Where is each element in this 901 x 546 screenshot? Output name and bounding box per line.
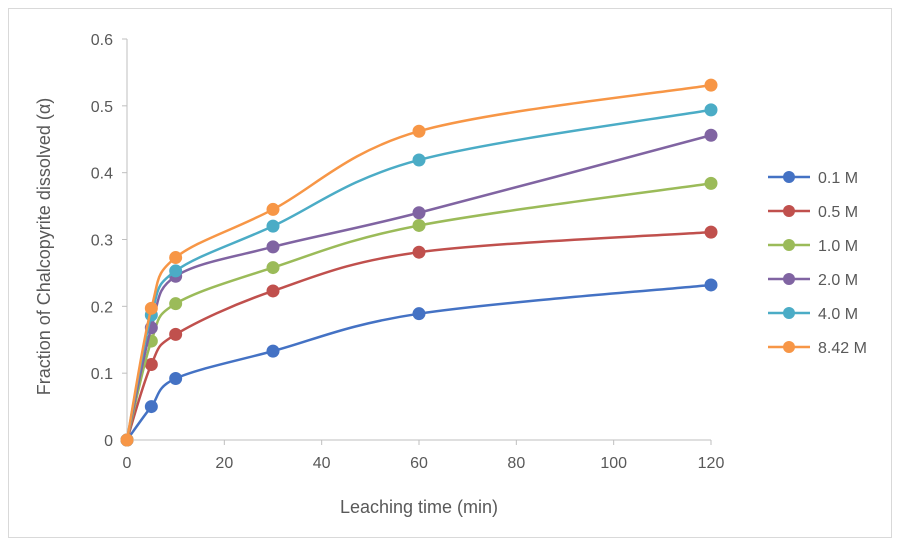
y-tick-label: 0.5 <box>91 99 113 116</box>
legend-marker <box>783 171 795 183</box>
series-8-42-m <box>120 78 718 447</box>
data-point <box>169 372 183 386</box>
legend-label: 4.0 M <box>818 306 858 323</box>
data-point <box>169 251 183 265</box>
x-tick-label: 60 <box>410 455 428 472</box>
legend-label: 0.5 M <box>818 204 858 221</box>
y-tick-label: 0 <box>104 433 113 450</box>
data-point <box>704 128 718 142</box>
legend-entry: 4.0 M <box>768 306 858 323</box>
legend-marker <box>783 307 795 319</box>
data-point <box>704 78 718 92</box>
x-axis-title: Leaching time (min) <box>340 497 498 517</box>
legend-marker <box>783 205 795 217</box>
data-point <box>169 297 183 311</box>
series-line <box>125 83 712 441</box>
x-tick-label: 0 <box>123 455 132 472</box>
x-tick-label: 120 <box>698 455 725 472</box>
data-point <box>704 103 718 117</box>
data-point <box>266 261 280 275</box>
data-point <box>412 206 426 220</box>
data-point <box>266 240 280 254</box>
data-point <box>144 400 158 414</box>
legend-entry: 0.5 M <box>768 204 858 221</box>
y-tick-label: 0.1 <box>91 366 113 383</box>
x-tick-label: 100 <box>600 455 627 472</box>
data-point <box>266 344 280 358</box>
x-tick-label: 40 <box>313 455 331 472</box>
y-tick-label: 0.2 <box>91 299 113 316</box>
legend-entry: 0.1 M <box>768 170 858 187</box>
legend-marker <box>783 273 795 285</box>
axes: 0 0.1 0.2 0.3 0.4 0.5 0.6 0 20 40 60 80 100 120 Leachi… <box>34 32 724 517</box>
data-point <box>412 307 426 321</box>
legend-label: 1.0 M <box>818 238 858 255</box>
x-tick-label: 20 <box>215 455 233 472</box>
legend-marker <box>783 239 795 251</box>
legend-entry: 1.0 M <box>768 238 858 255</box>
data-point <box>266 219 280 233</box>
data-point <box>144 357 158 371</box>
legend-entry: 2.0 M <box>768 272 858 289</box>
y-tick-label: 0.3 <box>91 233 113 250</box>
data-point <box>412 124 426 138</box>
data-point <box>412 153 426 167</box>
x-tick-label: 80 <box>507 455 525 472</box>
y-tick-label: 0.4 <box>91 166 113 183</box>
data-point <box>704 225 718 239</box>
series-0-5-m <box>120 225 718 447</box>
y-tick-label: 0.6 <box>91 32 113 49</box>
data-point <box>169 264 183 278</box>
series-4-0-m <box>120 103 718 447</box>
data-point <box>412 245 426 259</box>
series-layer <box>120 78 718 447</box>
legend-label: 2.0 M <box>818 272 858 289</box>
legend: 0.1 M 0.5 M 1.0 M 2.0 M 4.0 M 8.42 M <box>768 170 867 357</box>
data-point <box>266 202 280 216</box>
data-point <box>704 278 718 292</box>
data-point <box>120 433 134 447</box>
legend-label: 8.42 M <box>818 340 867 357</box>
legend-marker <box>783 341 795 353</box>
series-0-1-m <box>120 278 718 447</box>
chart-area <box>8 8 892 538</box>
series-line <box>125 230 712 441</box>
data-point <box>412 218 426 232</box>
data-point <box>169 327 183 341</box>
y-axis-title: Fraction of Chalcopyrite dissolved (α) <box>34 98 54 396</box>
data-point <box>266 284 280 298</box>
legend-entry: 8.42 M <box>768 340 867 357</box>
data-point <box>704 176 718 190</box>
data-point <box>144 301 158 315</box>
legend-label: 0.1 M <box>818 170 858 187</box>
